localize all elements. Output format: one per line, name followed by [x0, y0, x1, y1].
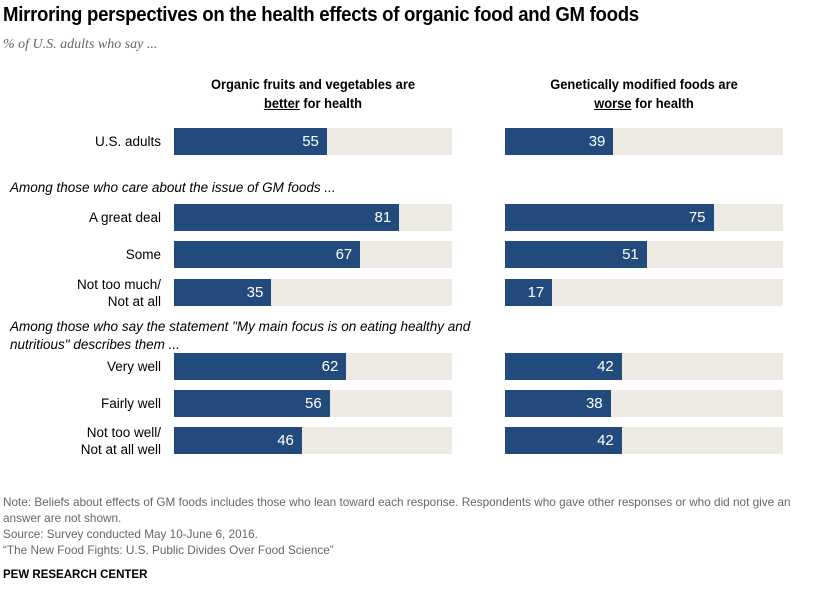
emphasis-worse: worse	[594, 95, 632, 111]
row-label-line: Not too much/	[76, 276, 161, 292]
data-label: 56	[304, 395, 322, 412]
bar-track: 17	[505, 279, 783, 306]
row-label-line: Not at all well	[80, 441, 161, 457]
bar-track: 67	[174, 241, 452, 268]
row-label-line: Some	[125, 247, 161, 262]
section-label-care-gm: Among those who care about the issue of …	[10, 180, 336, 195]
row-label-line: U.S. adults	[94, 134, 161, 149]
bar-gm-worse	[505, 279, 553, 306]
data-label: 35	[246, 284, 264, 301]
data-label: 81	[374, 209, 392, 226]
bar-track: 62	[174, 353, 452, 380]
note-text: Note: Beliefs about effects of GM foods …	[3, 495, 791, 525]
row-label: Very well	[107, 358, 161, 375]
bar-track: 39	[505, 128, 783, 155]
bar-gm-worse	[505, 241, 647, 268]
bar-track: 38	[505, 390, 783, 417]
bar-organic-better	[174, 204, 400, 231]
bar-track: 42	[505, 427, 783, 454]
bar-track: 51	[505, 241, 783, 268]
column-header-gm-line1: Genetically modified foods are	[550, 76, 738, 92]
data-label: 46	[277, 432, 294, 449]
chart-subtitle: % of U.S. adults who say ...	[3, 37, 158, 52]
source-text: Source: Survey conducted May 10-June 6, …	[3, 527, 258, 541]
bar-organic-better	[174, 427, 302, 454]
data-label: 55	[302, 133, 319, 150]
data-label: 42	[597, 432, 614, 449]
bar-gm-worse	[505, 204, 714, 231]
data-label: 39	[588, 133, 606, 150]
row-label-line: Not at all	[107, 293, 161, 309]
bar-organic-better	[174, 390, 330, 417]
bar-track: 81	[174, 204, 452, 231]
data-label: 75	[688, 209, 706, 226]
bar-gm-worse	[505, 427, 622, 454]
bar-organic-better	[174, 128, 327, 155]
bar-organic-better	[174, 241, 361, 268]
footnote: Note: Beliefs about effects of GM foods …	[3, 494, 812, 558]
data-label: 67	[335, 246, 353, 263]
emphasis-better: better	[263, 95, 300, 111]
data-label: 17	[527, 284, 545, 301]
row-label: Some	[126, 246, 161, 263]
bar-track: 42	[505, 353, 783, 380]
bar-gm-worse	[505, 390, 611, 417]
bar-track: 35	[174, 279, 452, 306]
chart-title: Mirroring perspectives on the health eff…	[3, 4, 639, 26]
bar-organic-better	[174, 279, 272, 306]
bar-gm-worse	[505, 353, 622, 380]
column-header-gm: Genetically modified foods are worse for…	[516, 75, 772, 113]
row-label-line: Not too well/	[86, 424, 161, 440]
bar-track: 46	[174, 427, 452, 454]
row-label-line: Very well	[106, 359, 161, 374]
row-label-line: A great deal	[88, 210, 161, 225]
bar-track: 75	[505, 204, 783, 231]
row-label-line: Fairly well	[100, 396, 161, 411]
bar-gm-worse	[505, 128, 614, 155]
data-label: 51	[622, 246, 639, 263]
section-label-healthy-focus: Among those who say the statement "My ma…	[10, 319, 471, 352]
bar-track: 55	[174, 128, 452, 155]
data-label: 62	[321, 358, 339, 375]
column-header-organic-line1: Organic fruits and vegetables are	[210, 76, 416, 92]
column-header-organic-line2: better for health	[263, 95, 363, 111]
data-label: 38	[585, 395, 603, 412]
report-title: “The New Food Fights: U.S. Public Divide…	[3, 543, 334, 557]
row-label: Not too much/Not at all	[77, 276, 161, 310]
bar-organic-better	[174, 353, 347, 380]
data-label: 42	[597, 358, 614, 375]
row-label: Not too well/Not at all well	[81, 424, 161, 458]
row-label: U.S. adults	[95, 133, 161, 150]
row-label: Fairly well	[101, 395, 161, 412]
column-header-gm-line2: worse for health	[594, 95, 694, 111]
column-header-organic: Organic fruits and vegetables are better…	[185, 75, 441, 113]
bar-track: 56	[174, 390, 452, 417]
row-label: A great deal	[89, 209, 161, 226]
pew-logo-text: PEW RESEARCH CENTER	[3, 569, 148, 581]
